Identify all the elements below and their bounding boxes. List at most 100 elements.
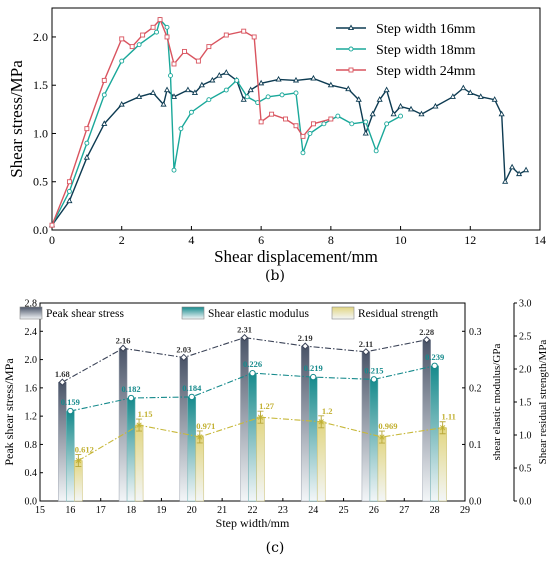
bar-shear-elastic-modulus	[126, 397, 136, 502]
x-tick-label: 8	[328, 233, 334, 247]
y-axis-label: Peak shear stress/MPa	[2, 358, 16, 466]
data-point	[384, 121, 390, 127]
error-bar	[318, 415, 325, 429]
bar-residual-strength	[195, 436, 205, 502]
series-line-1	[51, 18, 401, 226]
x-tick-label: 25	[339, 505, 349, 516]
data-point	[449, 93, 456, 99]
y2-tick-label: 0.2	[469, 383, 482, 394]
x-tick-label: 22	[248, 505, 258, 516]
data-point	[170, 93, 178, 99]
data-label-residual: 1.2	[322, 406, 333, 416]
data-point	[168, 73, 173, 79]
data-point	[432, 102, 439, 109]
data-point	[223, 32, 229, 38]
data-point	[279, 92, 285, 98]
data-point	[206, 44, 212, 50]
data-point	[491, 96, 498, 102]
data-point	[209, 76, 216, 83]
shear-curve-chart: 0 2 4 6 8 10 12 14 0.0 0.5 1.0 1.5 2.0 Shear displace…	[7, 7, 546, 266]
y3-tick-label: 2.5	[519, 332, 532, 343]
legend-swatch	[181, 306, 205, 320]
y-tick-label: 2.0	[25, 355, 38, 366]
data-label-residual: 1.11	[441, 412, 455, 422]
trend-point	[422, 336, 431, 344]
data-point	[136, 93, 143, 99]
data-point	[150, 89, 157, 95]
data-point	[119, 36, 125, 42]
y2-tick-label: 0.0	[469, 497, 482, 508]
y-axis-label: Shear stress/MPa	[7, 60, 26, 178]
y3-tick-label: 0.5	[519, 464, 532, 475]
y3-tick-label: 0.0	[519, 497, 532, 508]
data-point	[66, 197, 73, 204]
legend-swatch	[19, 306, 43, 320]
data-point	[223, 69, 230, 75]
error-bar	[136, 418, 143, 432]
bar-residual-strength	[377, 436, 387, 502]
y-tick-label: 2.8	[25, 299, 38, 310]
data-label-residual: 0.612	[75, 445, 94, 455]
y3-tick-label: 2.0	[519, 365, 532, 376]
data-point	[345, 85, 352, 92]
data-label-peak: 2.03	[176, 344, 191, 354]
data-point	[49, 222, 55, 228]
data-point	[150, 24, 156, 30]
data-label-peak: 2.16	[116, 335, 131, 345]
data-point	[164, 34, 170, 40]
data-point	[283, 116, 288, 122]
data-point	[477, 93, 484, 99]
trend-point	[127, 394, 135, 402]
y-tick-label: 1.0	[33, 126, 48, 140]
figure-b-label: (b)	[265, 268, 285, 284]
legend-entry: Peak shear stress	[46, 308, 124, 320]
data-point	[310, 74, 317, 81]
data-point	[157, 17, 163, 23]
data-point	[362, 129, 369, 136]
data-label-elastic: 0.219	[304, 363, 323, 373]
y-tick-label: 1.6	[25, 383, 38, 394]
error-bar	[378, 430, 385, 444]
data-point	[269, 111, 275, 117]
data-label-elastic: 0.159	[61, 397, 80, 407]
data-point	[398, 113, 404, 119]
data-point	[509, 163, 516, 170]
data-point	[300, 133, 306, 139]
error-bar	[75, 454, 82, 468]
data-point	[83, 154, 90, 160]
x-tick-label: 10	[395, 233, 407, 247]
data-point	[397, 102, 404, 109]
bar-residual-strength	[256, 416, 265, 502]
data-point	[390, 110, 397, 117]
data-point	[363, 119, 369, 125]
legend-swatch	[331, 306, 355, 320]
data-point	[160, 100, 167, 107]
x-tick-label: 17	[96, 505, 106, 516]
x-tick-label: 21	[217, 505, 227, 516]
data-point	[349, 121, 355, 127]
legend-entry: Residual strength	[358, 308, 438, 320]
data-point	[66, 179, 72, 185]
data-point	[258, 79, 265, 86]
data-point	[178, 126, 184, 132]
trend-point	[240, 333, 249, 342]
data-point	[216, 72, 223, 78]
data-point	[223, 87, 229, 93]
x-tick-label: 2	[119, 233, 125, 247]
x-tick-label: 12	[464, 233, 476, 247]
x-tick-label: 24	[308, 505, 318, 516]
legend-marker	[347, 24, 355, 31]
bar-shear-elastic-modulus	[66, 410, 75, 502]
bar-residual-strength	[134, 424, 144, 502]
data-point	[310, 121, 316, 127]
data-label-residual: 0.971	[196, 421, 215, 431]
bar-peak-shear-stress	[118, 348, 128, 502]
data-point	[251, 34, 257, 40]
data-point	[355, 96, 362, 102]
data-point	[136, 42, 142, 48]
y2-tick-label: 0.3	[469, 327, 482, 338]
data-point	[241, 28, 247, 34]
data-point	[191, 89, 198, 95]
data-point	[240, 96, 247, 102]
